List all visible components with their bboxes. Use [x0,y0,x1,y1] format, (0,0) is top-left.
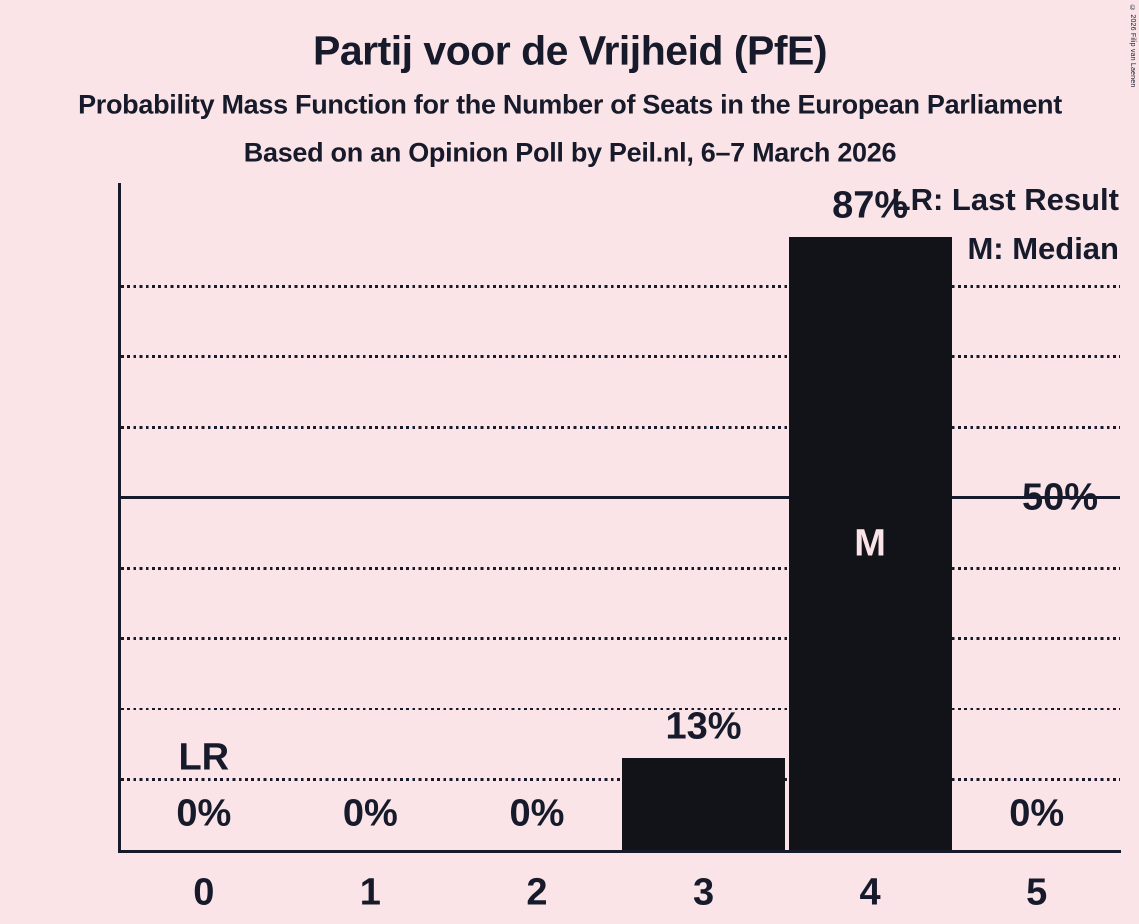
gridline-20pct [120,707,1120,711]
legend-last-result: LR: Last Result [891,182,1119,217]
value-label-seats-1: 0% [342,792,398,835]
copyright-notice: © 2026 Filip van Laenen [1129,5,1136,88]
gridline-80pct [120,285,1120,288]
legend-median: M: Median [967,231,1119,266]
chart-title: Partij voor de Vrijheid (PfE) [312,27,828,74]
bar-seats-4 [788,237,952,850]
gridline-70pct [120,355,1120,359]
chart-poll-source: Based on an Opinion Poll by Peil.nl, 6–7… [243,137,897,168]
x-tick-seats-5: 5 [1026,871,1048,914]
x-axis-line [117,850,1121,853]
chart-subtitle: Probability Mass Function for the Number… [78,89,1062,120]
gridline-10pct [120,778,1120,781]
x-tick-seats-2: 2 [526,871,548,914]
x-tick-seats-4: 4 [859,871,881,914]
gridline-60pct [120,425,1120,429]
gridline-30pct [120,637,1120,641]
y-axis-line [117,183,121,853]
annotation-lr: LR [178,736,230,779]
x-tick-seats-1: 1 [359,871,381,914]
value-label-seats-0: 0% [176,792,232,835]
x-tick-seats-0: 0 [193,871,215,914]
annotation-m: M [854,522,886,565]
bar-seats-3 [622,758,786,850]
value-label-seats-5: 0% [1009,792,1065,835]
value-label-seats-3: 13% [665,705,742,748]
gridline-40pct [120,566,1120,570]
x-tick-seats-3: 3 [692,871,715,914]
value-label-seats-2: 0% [509,792,565,835]
gridline-50pct-solid [120,496,1120,500]
value-label-seats-4: 87% [832,184,909,227]
